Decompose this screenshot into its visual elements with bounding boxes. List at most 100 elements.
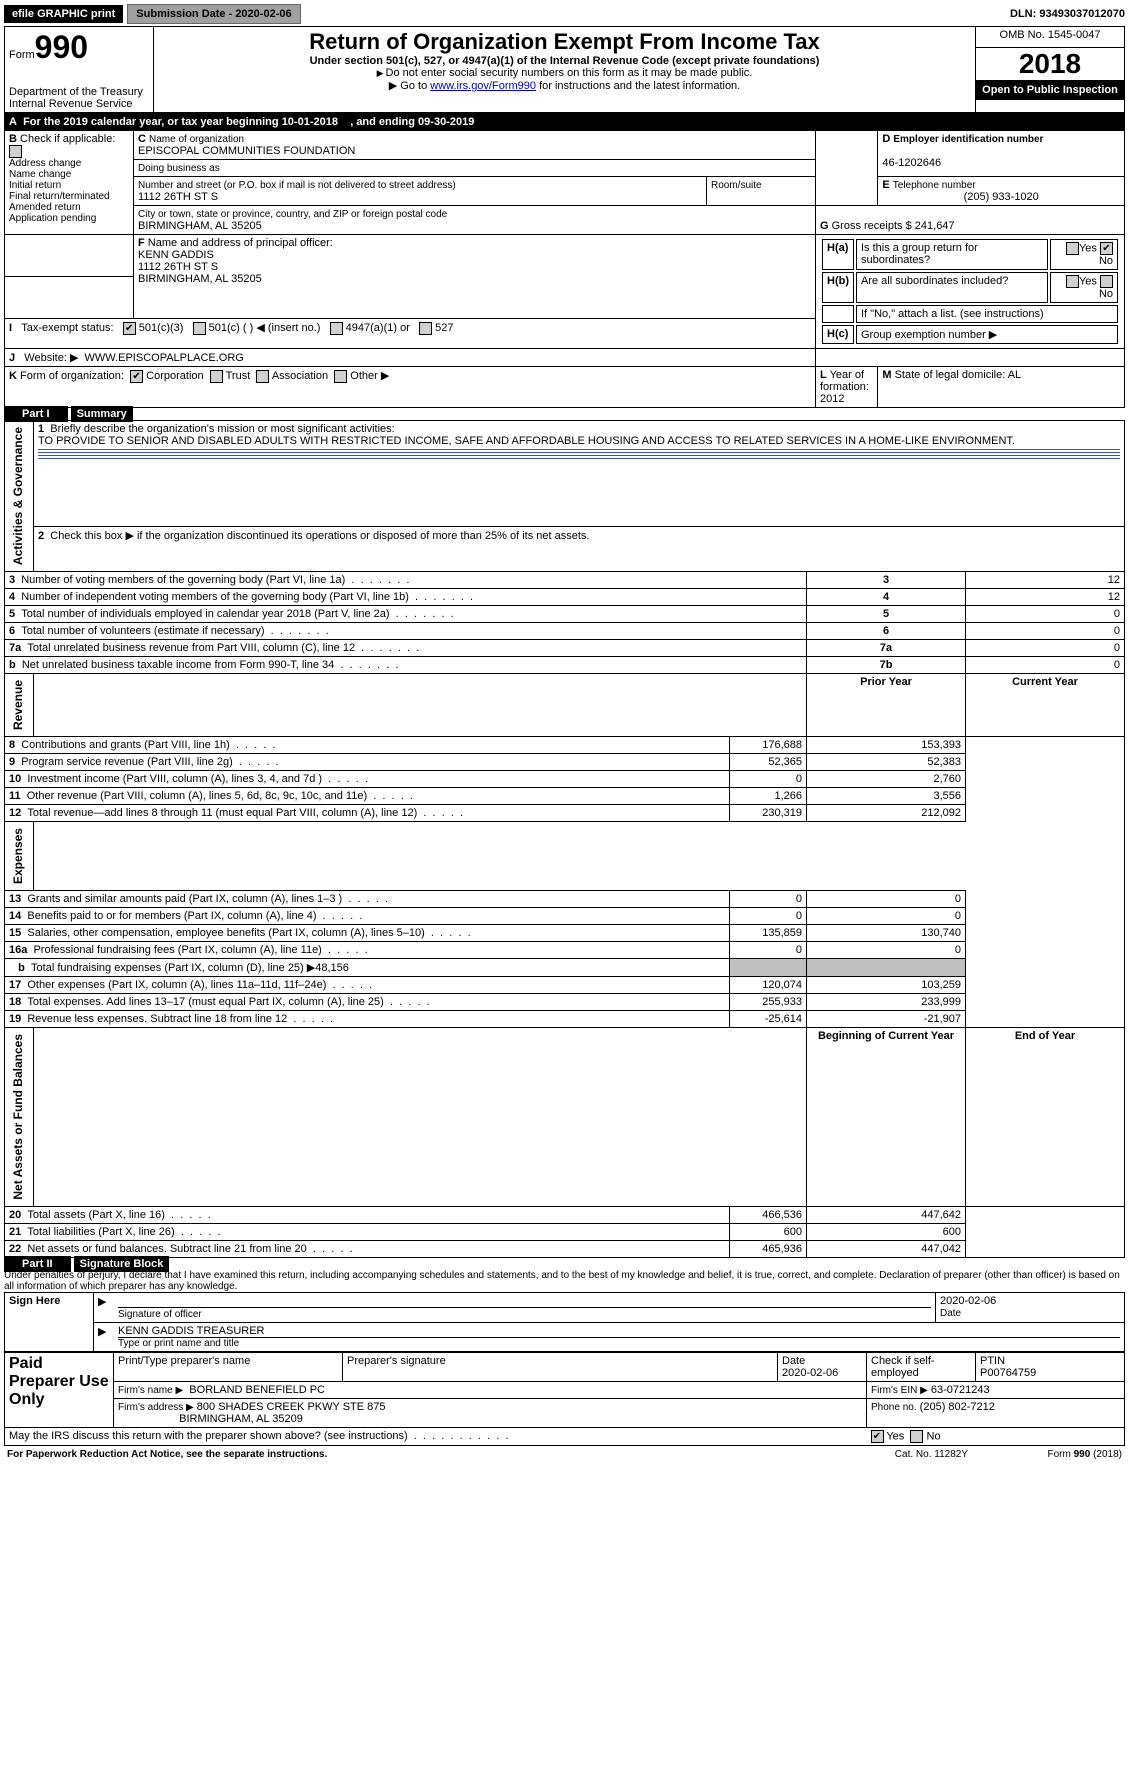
discuss-yes[interactable] — [871, 1430, 884, 1443]
website-value: WWW.EPISCOPALPLACE.ORG — [85, 352, 244, 364]
sig-date: 2020-02-06 — [940, 1295, 996, 1307]
form-title: Return of Organization Exempt From Incom… — [158, 29, 971, 55]
hc-label: Group exemption number ▶ — [856, 325, 1118, 344]
501c3-check[interactable] — [123, 322, 136, 335]
hb-no[interactable] — [1100, 275, 1113, 288]
ein-value: 46-1202646 — [882, 157, 941, 169]
form-number: 990 — [35, 29, 88, 65]
hb-note: If "No," attach a list. (see instruction… — [856, 305, 1118, 323]
summary-row: 6 Total number of volunteers (estimate i… — [5, 623, 1125, 640]
line2: Check this box ▶ if the organization dis… — [50, 530, 589, 542]
sign-here: Sign Here — [5, 1292, 94, 1351]
header-table: Form990 Department of the Treasury Inter… — [4, 26, 1125, 113]
summary-row: 20 Total assets (Part X, line 16) . . . … — [5, 1206, 1125, 1223]
submission-date[interactable]: Submission Date - 2020-02-06 — [127, 4, 300, 24]
part1-table: Activities & Governance 1 Briefly descri… — [4, 420, 1125, 1258]
hb-yes[interactable] — [1066, 275, 1079, 288]
hb-label: Are all subordinates included? — [856, 272, 1048, 303]
dba-label: Doing business as — [138, 163, 220, 174]
boxb-item: Amended return — [9, 202, 129, 213]
ha-no[interactable] — [1100, 242, 1113, 255]
org-name: EPISCOPAL COMMUNITIES FOUNDATION — [138, 145, 355, 157]
officer-addr1: 1112 26TH ST S — [138, 261, 218, 273]
firm-phone: (205) 802-7212 — [920, 1401, 995, 1413]
summary-row: 5 Total number of individuals employed i… — [5, 606, 1125, 623]
firm-name: BORLAND BENEFIELD PC — [189, 1384, 325, 1396]
room-label: Room/suite — [711, 180, 762, 191]
summary-row: 9 Program service revenue (Part VIII, li… — [5, 754, 1125, 771]
corp-check[interactable] — [130, 370, 143, 383]
prep-date: 2020-02-06 — [782, 1367, 838, 1379]
boxb-item: Initial return — [9, 180, 129, 191]
check-self: Check if self-employed — [867, 1352, 976, 1381]
part1-heading: Summary — [71, 406, 133, 422]
irs-link[interactable]: www.irs.gov/Form990 — [430, 80, 536, 92]
efile-btn[interactable]: efile GRAPHIC print — [4, 5, 123, 23]
firm-addr1: 800 SHADES CREEK PKWY STE 875 — [197, 1401, 386, 1413]
prep-name-label: Print/Type preparer's name — [114, 1352, 343, 1381]
form-org-label: Form of organization: — [20, 370, 124, 382]
omb: OMB No. 1545-0047 — [976, 27, 1125, 48]
domicile-label: State of legal domicile: — [895, 369, 1006, 381]
year-form-label: Year of formation: — [820, 369, 869, 393]
officer-print: KENN GADDIS TREASURER — [118, 1325, 265, 1337]
summary-row: 10 Investment income (Part VIII, column … — [5, 771, 1125, 788]
org-name-label: Name of organization — [149, 134, 244, 145]
col-end: End of Year — [966, 1028, 1125, 1207]
officer-addr2: BIRMINGHAM, AL 35205 — [138, 273, 262, 285]
paid-preparer-label: Paid Preparer Use Only — [5, 1352, 114, 1427]
info-grid: A For the 2019 calendar year, or tax yea… — [4, 113, 1125, 408]
discuss-label: May the IRS discuss this return with the… — [9, 1430, 408, 1442]
checkif-label: Check if applicable: — [20, 133, 115, 145]
assoc-check[interactable] — [256, 370, 269, 383]
summary-row: 3 Number of voting members of the govern… — [5, 572, 1125, 589]
preparer-table: Paid Preparer Use Only Print/Type prepar… — [4, 1352, 1125, 1446]
boxb-item: Address change — [9, 158, 129, 169]
discuss-no[interactable] — [910, 1430, 923, 1443]
city-value: BIRMINGHAM, AL 35205 — [138, 220, 262, 232]
check-applicable[interactable] — [9, 145, 22, 158]
date-label: Date — [940, 1308, 961, 1319]
prep-sig-label: Preparer's signature — [343, 1352, 778, 1381]
dept-treasury: Department of the Treasury — [9, 86, 149, 98]
officer-name: KENN GADDIS — [138, 249, 214, 261]
tax-status-label: Tax-exempt status: — [21, 322, 113, 334]
city-label: City or town, state or province, country… — [138, 209, 447, 220]
part2-header: Part II Signature Block — [4, 1258, 1125, 1270]
ha-yes[interactable] — [1066, 242, 1079, 255]
col-prior: Prior Year — [807, 674, 966, 737]
summary-row: 18 Total expenses. Add lines 13–17 (must… — [5, 994, 1125, 1011]
trust-check[interactable] — [210, 370, 223, 383]
domicile-value: AL — [1008, 369, 1021, 381]
gross-value: 241,647 — [915, 220, 955, 232]
part1-header: Part I Summary — [4, 408, 1125, 420]
summary-row: 17 Other expenses (Part IX, column (A), … — [5, 977, 1125, 994]
summary-row: 12 Total revenue—add lines 8 through 11 … — [5, 805, 1125, 822]
summary-row: 14 Benefits paid to or for members (Part… — [5, 908, 1125, 925]
527-check[interactable] — [419, 322, 432, 335]
gross-label: Gross receipts $ — [832, 220, 912, 232]
top-bar: efile GRAPHIC print Submission Date - 20… — [4, 4, 1125, 24]
form-subtitle: Under section 501(c), 527, or 4947(a)(1)… — [158, 55, 971, 67]
tel-value: (205) 933-1020 — [882, 191, 1120, 203]
line1-label: Briefly describe the organization's miss… — [50, 423, 394, 435]
part1-title: Part I — [4, 406, 68, 422]
summary-row: 7a Total unrelated business revenue from… — [5, 640, 1125, 657]
boxb-item: Name change — [9, 169, 129, 180]
open-public: Open to Public Inspection — [976, 80, 1124, 100]
other-check[interactable] — [334, 370, 347, 383]
ein-label: Employer identification number — [893, 134, 1043, 145]
501c-check[interactable] — [193, 322, 206, 335]
footer-right: Form 990 (2018) — [1048, 1449, 1122, 1460]
irs-label: Internal Revenue Service — [9, 98, 149, 110]
col-current: Current Year — [966, 674, 1125, 737]
line1-text: TO PROVIDE TO SENIOR AND DISABLED ADULTS… — [38, 435, 1015, 447]
4947-check[interactable] — [330, 322, 343, 335]
footer: For Paperwork Reduction Act Notice, see … — [4, 1446, 1125, 1463]
section-netassets: Net Assets or Fund Balances — [9, 1030, 27, 1204]
sig-officer-label: Signature of officer — [118, 1309, 202, 1320]
website-label: Website: ▶ — [24, 352, 78, 364]
dln: DLN: 93493037012070 — [1010, 8, 1125, 20]
footer-left: For Paperwork Reduction Act Notice, see … — [6, 1448, 815, 1461]
perjury-text: Under penalties of perjury, I declare th… — [4, 1270, 1125, 1292]
